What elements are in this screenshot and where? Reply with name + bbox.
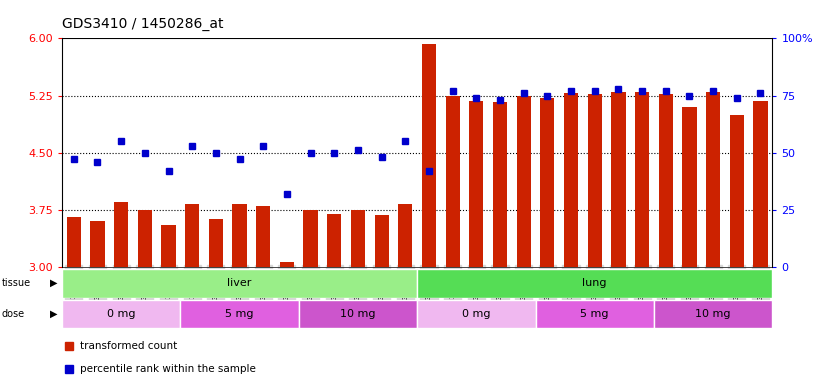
Bar [611,92,625,267]
Text: 5 mg: 5 mg [225,309,254,319]
Text: 0 mg: 0 mg [462,309,491,319]
Bar [398,204,412,267]
Bar [374,215,389,267]
Bar [327,214,341,267]
Bar [682,107,696,267]
Bar [445,96,460,267]
Bar [658,94,673,267]
Text: GDS3410 / 1450286_at: GDS3410 / 1450286_at [62,17,224,31]
Bar [185,204,199,267]
Text: ▶: ▶ [50,309,58,319]
Bar [351,210,365,267]
Bar [564,93,578,267]
Bar [138,210,152,267]
Bar [299,300,417,328]
Bar [635,92,649,267]
Bar [469,101,483,267]
Bar [256,206,270,267]
Text: 0 mg: 0 mg [107,309,135,319]
Bar [62,300,180,328]
Bar [729,114,744,267]
Text: 5 mg: 5 mg [581,309,609,319]
Bar [280,262,294,267]
Bar [209,219,223,267]
Text: transformed count: transformed count [79,341,177,351]
Bar [114,202,128,267]
Text: liver: liver [227,278,252,288]
Bar [232,204,247,267]
Text: lung: lung [582,278,607,288]
Bar [540,98,554,267]
Text: tissue: tissue [2,278,31,288]
Bar [535,300,654,328]
Bar [161,225,176,267]
Bar [90,221,105,267]
Text: 10 mg: 10 mg [340,309,376,319]
Bar [753,101,767,267]
Bar [654,300,772,328]
Bar [180,300,299,328]
Bar [417,300,535,328]
Text: percentile rank within the sample: percentile rank within the sample [79,364,255,374]
Bar [493,102,507,267]
Bar [706,92,720,267]
Bar [62,269,417,298]
Bar [587,94,602,267]
Text: ▶: ▶ [50,278,58,288]
Bar [67,217,81,267]
Text: 10 mg: 10 mg [695,309,731,319]
Bar [516,96,531,267]
Text: dose: dose [2,309,25,319]
Bar [417,269,772,298]
Bar [422,45,436,267]
Bar [303,210,318,267]
